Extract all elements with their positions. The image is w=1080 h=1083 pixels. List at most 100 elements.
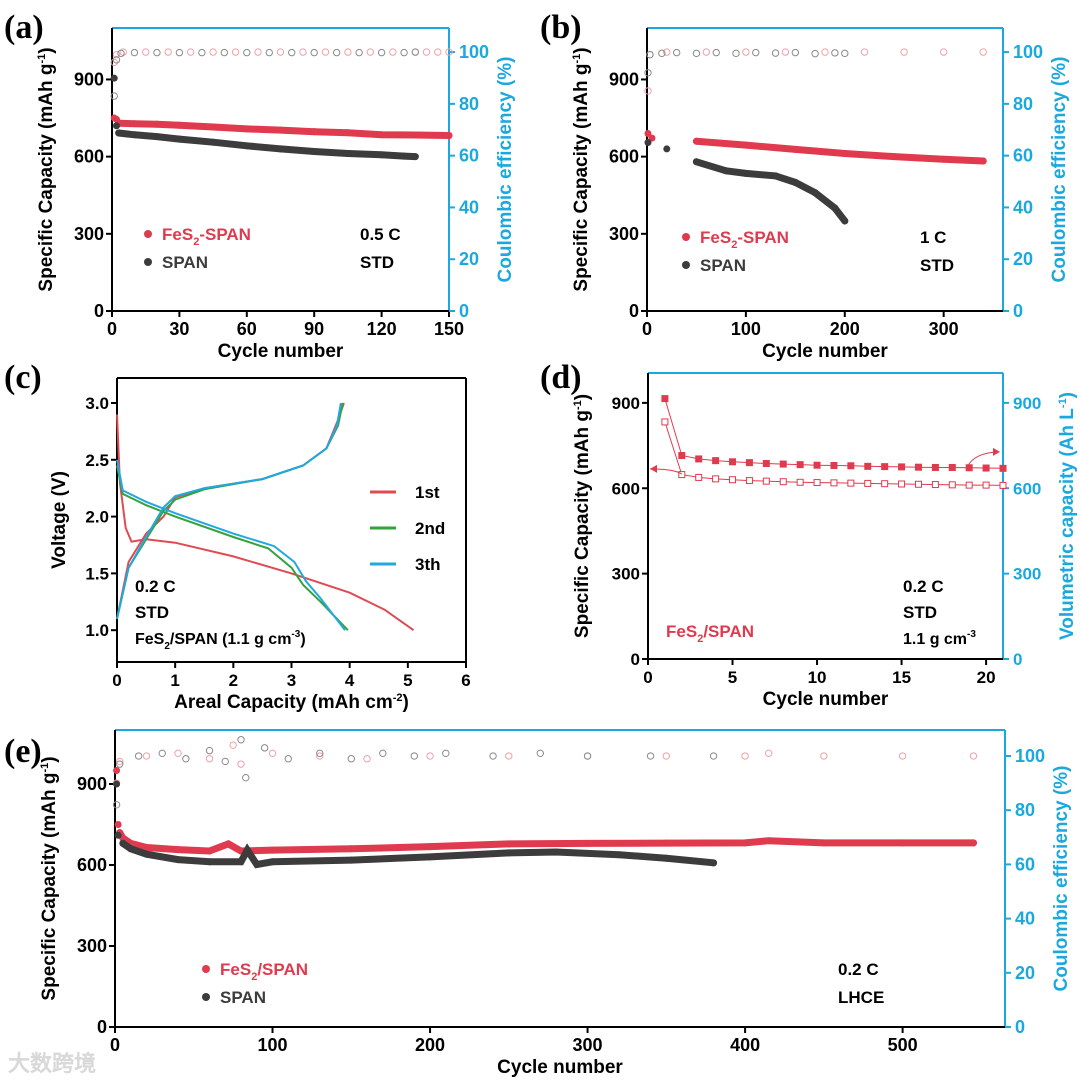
ce-point [243,48,251,57]
ce-point [142,752,151,760]
x-tick-label: 0 [643,668,652,687]
data-point [722,167,730,175]
annotation: LHCE [838,988,884,1007]
y-tick-label: 300 [74,224,104,244]
ce-point [260,744,269,752]
ce-point [158,749,166,758]
data-point [153,120,161,128]
ce-point [316,749,324,758]
data-point [890,153,898,161]
y2-tick-label: 60 [459,146,479,166]
y2-tick-label: 0 [1013,301,1023,321]
y-tick-label: 2.0 [85,508,109,527]
x-tick-label: 90 [304,319,324,339]
data-point [119,839,127,847]
x-tick-label: 5 [403,671,412,690]
data-point [931,481,939,489]
data-point [552,848,560,856]
y-axis-title: Voltage (V) [49,471,70,569]
x-tick-label: 3 [287,671,296,690]
data-point [661,418,669,426]
data-point [796,478,804,486]
ce-point [130,48,139,57]
data-point [411,131,419,139]
series-fes2 [661,418,1007,489]
data-point [899,839,907,847]
text-part: Specific Capacity (mAh g [36,64,57,292]
ce-point [742,48,750,56]
y2-tick-label: 20 [1015,963,1035,983]
y-tick-label: 0 [97,1017,107,1037]
data-point [310,128,318,136]
ce-point [174,749,182,758]
data-point [931,463,939,471]
data-point [411,153,419,161]
text-part: FeS [135,631,165,648]
text-part: /SPAN [703,622,754,641]
ce-point [662,752,671,760]
text-part: ) [36,47,57,53]
text-part: -1 [571,54,583,64]
y-axis-title: Specific Capacity (mAh g-1) [36,47,57,291]
ce-point [182,755,190,763]
ce-point [116,760,124,768]
panel-label: (b) [540,9,582,46]
data-point [999,481,1007,489]
annotation: STD [135,603,169,622]
ce-point [505,752,513,760]
legend-label: 3th [415,555,441,574]
data-point [174,846,182,854]
data-point [742,141,750,149]
text-part: FeS [700,228,731,247]
series-second [116,465,349,631]
data-point [695,455,703,463]
data-point [237,858,245,866]
y2-axis-title: Coulombic efficiency (%) [1051,766,1072,992]
text-part: SPAN [162,253,208,272]
legend-marker [144,258,152,266]
y-tick-label: 0 [629,301,639,321]
data-point [830,479,838,487]
data-point [710,859,718,867]
series-fes2 [113,767,977,855]
data-point [813,461,821,469]
data-point [426,853,434,861]
data-point [881,463,889,471]
data-point [209,138,217,146]
annotation-sample: FeS2/SPAN (1.1 g cm-3) [135,629,306,652]
y-tick-label: 1.5 [85,564,109,583]
ce-point [164,48,172,56]
ce-point [583,752,592,760]
ce-point [321,48,330,56]
x-tick-label: 4 [345,671,355,690]
annotation: STD [360,253,394,272]
legend-label: SPAN [220,988,266,1007]
text-part: ) [300,631,305,648]
y-tick-label: 2.5 [85,451,109,470]
y2-axis-title: Volumetric capacity (Ah L-1) [1057,392,1078,640]
text-part: -3 [967,629,976,640]
text-part: ) [572,394,593,400]
data-point [999,464,1007,472]
text-part: Coulombic efficiency (%) [1051,766,1072,992]
ce-point [841,49,849,58]
data-point [206,847,214,855]
ce-point [310,48,318,57]
ce-point [355,48,363,57]
data-point [898,463,906,471]
series-span [110,74,419,161]
data-point [692,158,700,166]
data-point [830,461,838,469]
data-point [965,481,973,489]
data-point [847,462,855,470]
legend-label: 1st [415,483,440,502]
ce-point [254,48,262,56]
text-part: SPAN [220,988,266,1007]
data-point [175,121,183,129]
y2-tick-label: 40 [459,197,479,217]
legend-marker [682,233,690,241]
text-part: Coulombic efficiency (%) [495,57,516,283]
data-point [378,131,386,139]
series-span [113,780,718,869]
data-point [584,839,592,847]
